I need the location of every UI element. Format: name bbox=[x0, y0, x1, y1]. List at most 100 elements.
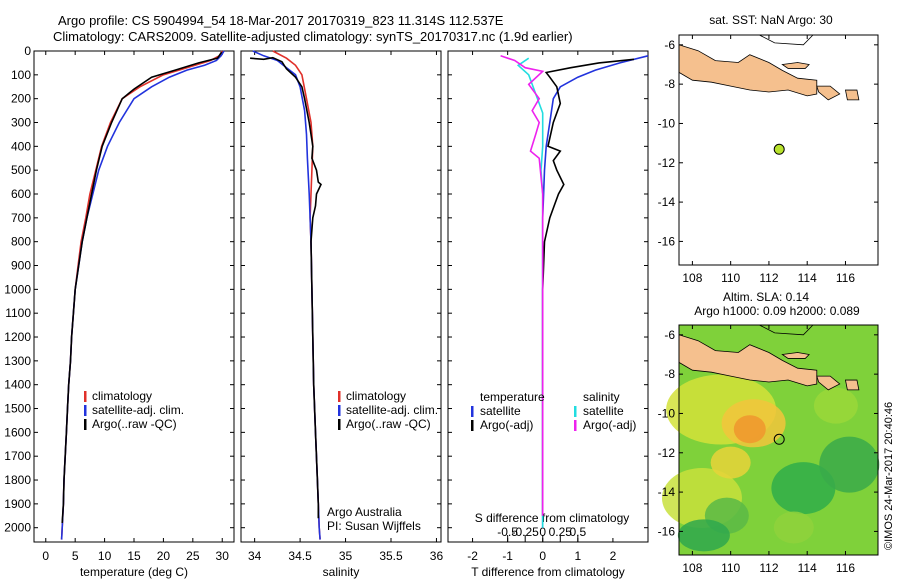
sla-bali-land bbox=[816, 375, 841, 391]
temperature-x-tick-label: 10 bbox=[98, 549, 112, 563]
temperature-legend-swatch bbox=[84, 419, 87, 430]
depth-tick-label: 500 bbox=[11, 163, 31, 177]
sla-map-frame bbox=[678, 324, 879, 556]
salinity-plot-frame bbox=[240, 50, 442, 543]
sla-argo-marker bbox=[773, 433, 785, 445]
depth-tick-label: 1500 bbox=[4, 402, 31, 416]
salinity-series-2 bbox=[250, 56, 322, 519]
difference-series-0 bbox=[541, 55, 649, 528]
sst-lat-tick-label: -8 bbox=[664, 77, 675, 91]
difference-legend-swatch bbox=[471, 420, 474, 431]
difference-s-tick-label: 0 bbox=[539, 525, 546, 539]
temperature-legend-label: satellite-adj. clim. bbox=[92, 403, 184, 417]
depth-tick-label: 100 bbox=[11, 68, 31, 82]
temperature-x-tick-label: 0 bbox=[42, 549, 49, 563]
sst-lat-tick-label: -10 bbox=[658, 116, 676, 130]
sst-argo-marker bbox=[773, 143, 785, 155]
difference-x-tick-label: 2 bbox=[610, 549, 617, 563]
sst-lat-tick-label: -12 bbox=[658, 156, 676, 170]
note-label: Argo Australia bbox=[327, 505, 402, 519]
depth-tick-label: 1400 bbox=[4, 378, 31, 392]
depth-tick-label: 1000 bbox=[4, 282, 31, 296]
difference-x-tick-label: 0 bbox=[539, 549, 546, 563]
salinity-legend-label: climatology bbox=[346, 389, 406, 403]
difference-s-tick-label: -0.25 bbox=[512, 525, 540, 539]
sst-bali-land bbox=[816, 85, 841, 101]
sla-lat-tick-label: -6 bbox=[664, 328, 675, 342]
difference-legend-swatch bbox=[574, 420, 577, 431]
difference-s-axis-label: S difference from climatology bbox=[475, 511, 630, 525]
salinity-x-tick-label: 34.5 bbox=[288, 549, 312, 563]
sst-lon-tick-label: 116 bbox=[836, 271, 855, 285]
depth-tick-label: 1700 bbox=[4, 449, 31, 463]
salinity-series-0 bbox=[272, 50, 321, 540]
sst-lon-tick-label: 114 bbox=[798, 271, 817, 285]
sst-lon-tick-label: 108 bbox=[682, 271, 702, 285]
difference-legend-label: Argo(-adj) bbox=[583, 418, 636, 432]
temperature-legend-swatch bbox=[84, 405, 87, 416]
sst-madura-land bbox=[781, 62, 810, 69]
sst-lat-tick-label: -6 bbox=[664, 38, 675, 52]
salinity-x-tick-label: 35.5 bbox=[379, 549, 403, 563]
difference-x-tick-label: 1 bbox=[574, 549, 581, 563]
difference-s-tick-label: 0.25 bbox=[549, 525, 573, 539]
sst-lombok-land bbox=[844, 89, 860, 101]
sst-map-title: sat. SST: NaN Argo: 30 bbox=[709, 13, 833, 27]
sla-lon-tick-label: 110 bbox=[721, 561, 740, 575]
copyright-label: ©IMOS 24-Mar-2017 20:40:46 bbox=[883, 401, 895, 550]
temperature-x-tick-label: 20 bbox=[157, 549, 171, 563]
legend-title-temperature: temperature bbox=[480, 390, 545, 404]
difference-series-2 bbox=[516, 57, 544, 528]
sla-lon-tick-label: 116 bbox=[836, 561, 855, 575]
sst-java-land bbox=[678, 44, 818, 97]
sla-lat-tick-label: -10 bbox=[658, 406, 676, 420]
sla-java-land bbox=[678, 334, 818, 387]
temperature-series-2 bbox=[61, 51, 223, 523]
depth-tick-label: 0 bbox=[24, 44, 31, 58]
sst-borneo-coast bbox=[759, 34, 814, 46]
chart-title-line2: Climatology: CARS2009. Satellite-adjuste… bbox=[53, 29, 573, 44]
salinity-x-tick-label: 35 bbox=[339, 549, 353, 563]
salinity-legend-swatch bbox=[338, 405, 341, 416]
difference-legend-swatch bbox=[471, 406, 474, 417]
difference-legend-label: satellite bbox=[583, 404, 624, 418]
salinity-legend-swatch bbox=[338, 391, 341, 402]
sla-map: 108 110 112 114 116 -6 -8 -10 -12 -14 -16 bbox=[658, 324, 880, 575]
depth-tick-label: 800 bbox=[11, 235, 31, 249]
depth-tick-label: 1200 bbox=[4, 330, 31, 344]
sla-lat-tick-label: -14 bbox=[658, 485, 676, 499]
sla-sla-blob bbox=[819, 436, 880, 493]
difference-x-axis-label: T difference from climatology bbox=[471, 565, 625, 579]
chart-title-line1: Argo profile: CS 5904994_54 18-Mar-2017 … bbox=[58, 13, 504, 28]
depth-tick-label: 200 bbox=[11, 92, 31, 106]
sla-map-subtitle: Argo h1000: 0.09 h2000: 0.089 bbox=[694, 304, 860, 318]
sla-lon-tick-label: 114 bbox=[798, 561, 817, 575]
salinity-legend-swatch bbox=[338, 419, 341, 430]
sla-lat-tick-label: -12 bbox=[658, 446, 676, 460]
temperature-series-1 bbox=[60, 50, 225, 540]
depth-tick-label: 1100 bbox=[5, 306, 31, 320]
sla-borneo-coast bbox=[759, 324, 814, 336]
salinity-x-tick-label: 34 bbox=[248, 549, 262, 563]
sst-lon-tick-label: 110 bbox=[721, 271, 740, 285]
sla-lon-tick-label: 108 bbox=[682, 561, 702, 575]
depth-tick-label: 900 bbox=[11, 259, 31, 273]
difference-legend-swatch bbox=[574, 406, 577, 417]
sla-sla-blob bbox=[813, 387, 858, 424]
salinity-x-tick-label: 36 bbox=[430, 549, 444, 563]
sst-lat-tick-label: -14 bbox=[658, 195, 676, 209]
depth-tick-label: 2000 bbox=[4, 521, 31, 535]
sst-map: 108 110 112 114 116 -6 -8 -10 -12 -14 -16 bbox=[658, 34, 879, 285]
depth-tick-label: 700 bbox=[11, 211, 31, 225]
difference-s-tick-label: 0.5 bbox=[569, 525, 586, 539]
difference-plot-frame bbox=[447, 50, 649, 543]
difference-legend-label: satellite bbox=[480, 404, 521, 418]
salinity-legend-label: Argo(..raw -QC) bbox=[346, 417, 431, 431]
depth-tick-label: 1300 bbox=[4, 354, 31, 368]
sla-madura-land bbox=[781, 352, 810, 359]
difference-series-3 bbox=[500, 55, 545, 516]
temperature-x-tick-label: 30 bbox=[216, 549, 230, 563]
temperature-x-tick-label: 15 bbox=[127, 549, 141, 563]
temperature-legend-label: Argo(..raw -QC) bbox=[92, 417, 177, 431]
